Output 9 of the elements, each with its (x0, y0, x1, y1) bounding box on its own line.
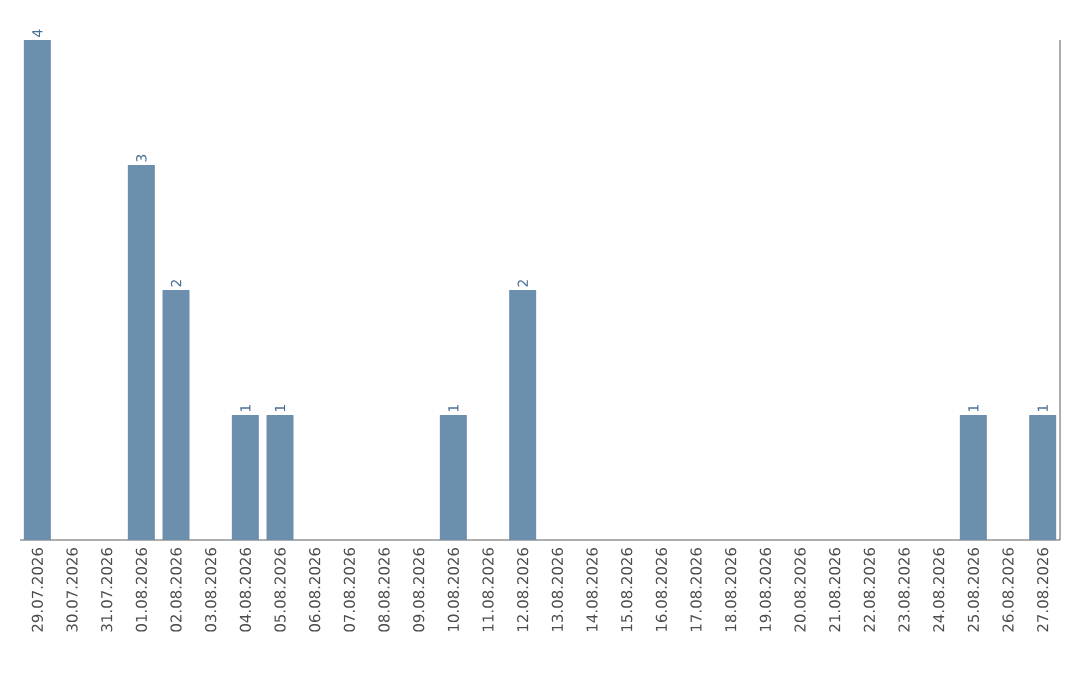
bar (162, 290, 190, 540)
bar (959, 415, 987, 540)
bar (127, 165, 155, 540)
bar (509, 290, 537, 540)
bar (1029, 415, 1057, 540)
bar (439, 415, 467, 540)
bar (23, 40, 51, 540)
bar (231, 415, 259, 540)
bar (266, 415, 294, 540)
